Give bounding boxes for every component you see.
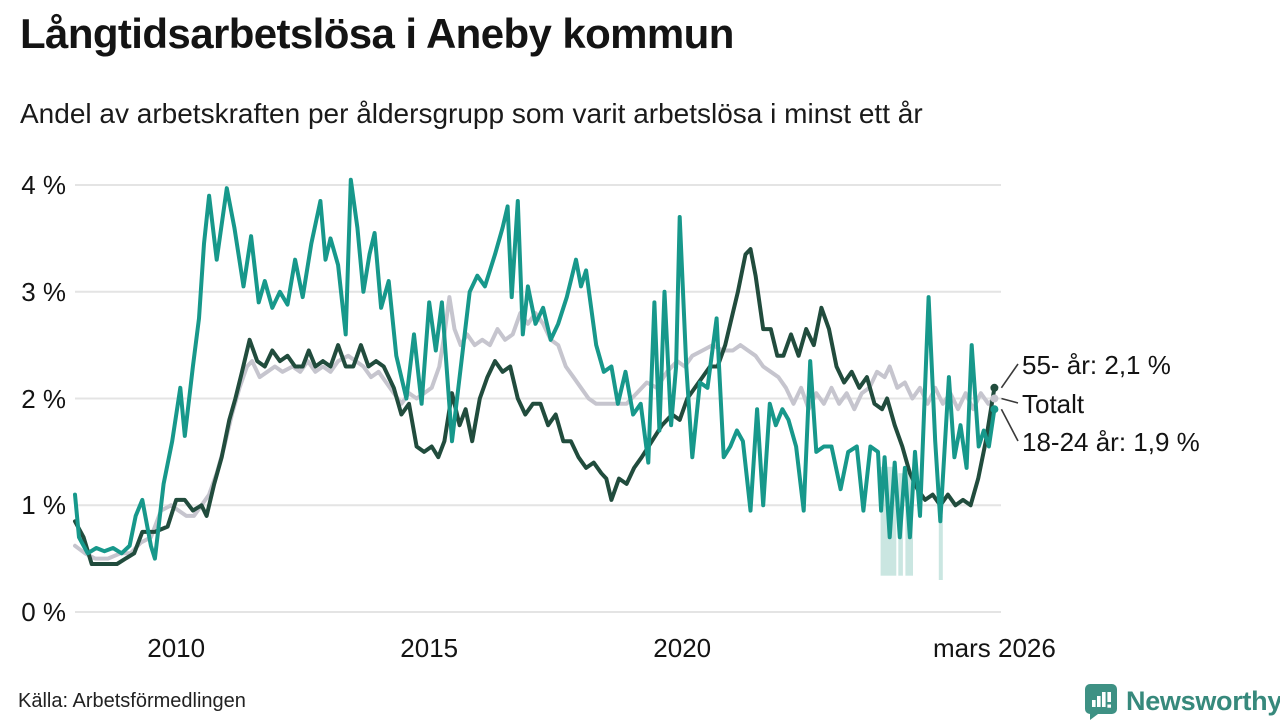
- series-label-totalt: Totalt: [1022, 389, 1085, 419]
- series-end-dot: [990, 405, 999, 414]
- y-tick-label: 2 %: [21, 383, 66, 414]
- x-tick-label: mars 2026: [933, 633, 1056, 663]
- series-end-dot: [990, 383, 999, 392]
- series-label-55-ar: 55- år: 2,1 %: [1022, 350, 1171, 380]
- series-end-dot: [990, 394, 999, 403]
- source-note: Källa: Arbetsförmedlingen: [18, 690, 246, 712]
- annotation-leader-line: [1001, 397, 1019, 404]
- annotation-leader-line: [1000, 363, 1019, 389]
- x-tick-label: 2020: [653, 633, 712, 663]
- x-tick-label: 2015: [400, 633, 459, 663]
- page-subtitle: Andel av arbetskraften per åldersgrupp s…: [20, 98, 923, 129]
- y-tick-label: 0 %: [21, 597, 66, 627]
- y-tick-label: 3 %: [21, 276, 66, 307]
- newsworthy-wordmark: Newsworthy: [1126, 686, 1280, 716]
- page-title: Långtidsarbetslösa i Aneby kommun: [20, 10, 734, 57]
- newsworthy-logo: Newsworthy: [1084, 683, 1280, 720]
- x-tick-label: 2010: [147, 633, 206, 663]
- annotation-leader-line: [1000, 408, 1019, 442]
- series-label-18-24-ar: 18-24 år: 1,9 %: [1022, 427, 1200, 457]
- series-line-18-24år: [73, 177, 997, 561]
- series-line-55-år: [73, 247, 997, 566]
- y-tick-label: 1 %: [21, 490, 66, 521]
- series-line-Totalt: [73, 295, 997, 561]
- uncertainty-band: [938, 515, 943, 580]
- y-tick-label: 4 %: [21, 170, 66, 200]
- newsworthy-bubble-chart-icon: [1085, 684, 1117, 720]
